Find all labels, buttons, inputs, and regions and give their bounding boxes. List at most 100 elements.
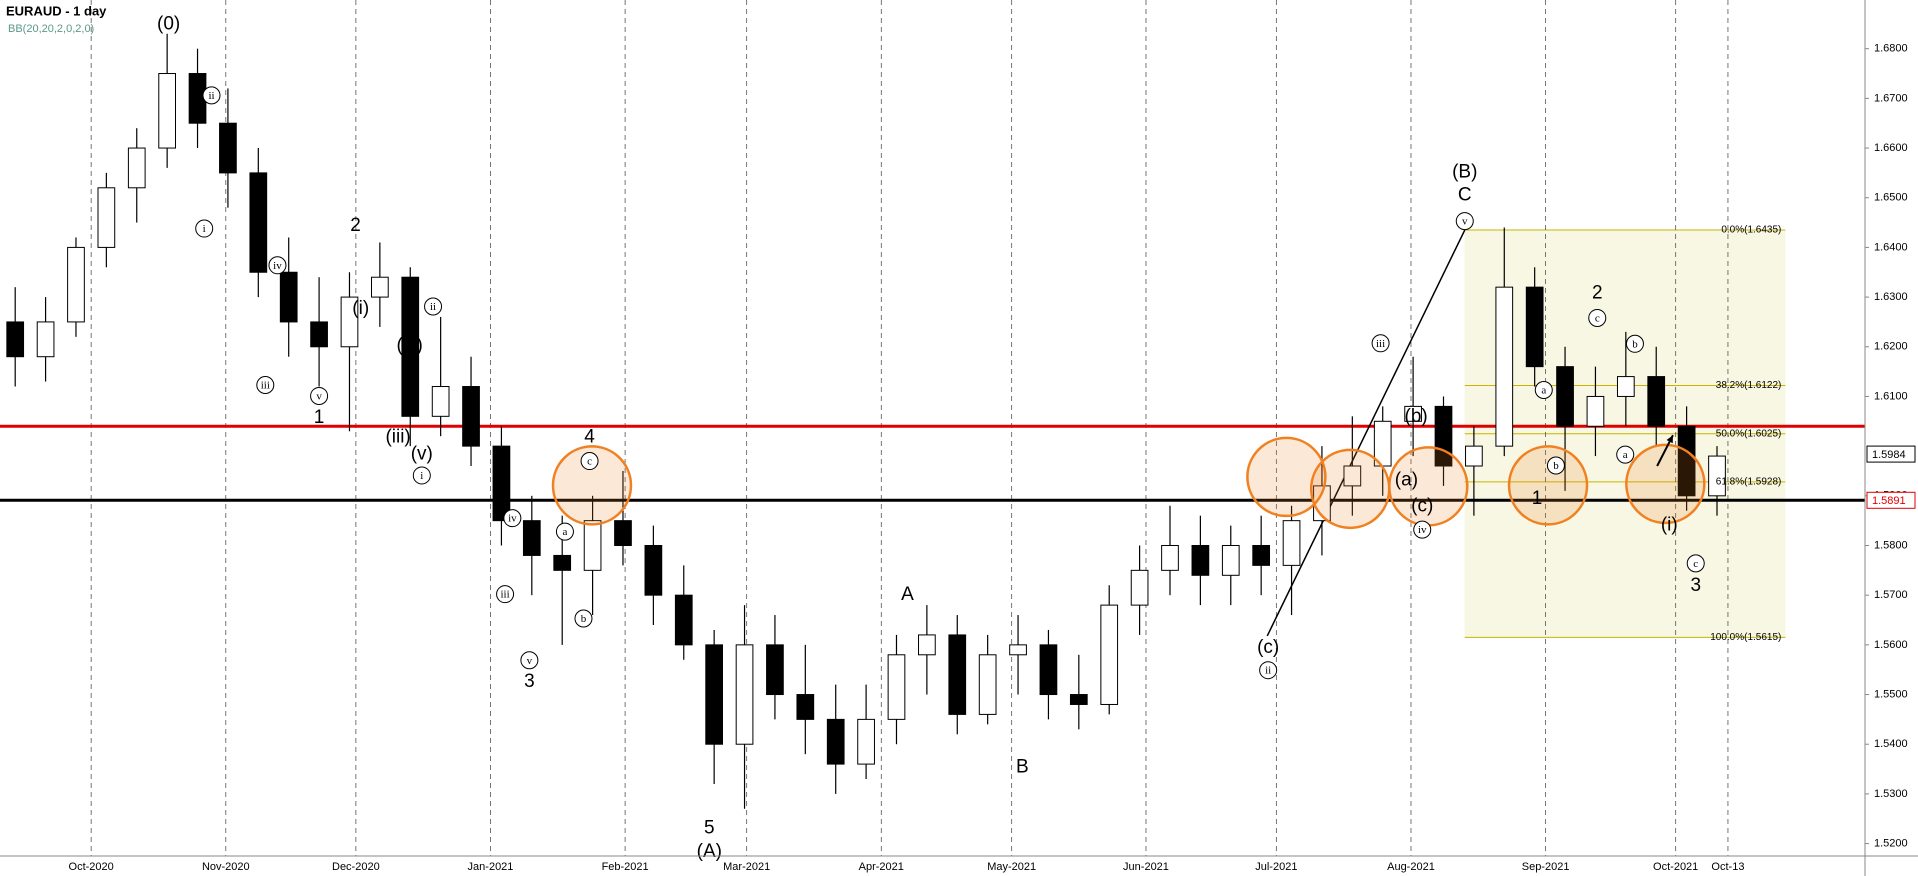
wave-label: (a)	[1395, 469, 1418, 490]
wave-label: (v)	[411, 444, 433, 465]
wave-circle	[268, 256, 287, 275]
wave-label: (0)	[157, 13, 180, 34]
wave-circle	[424, 297, 443, 316]
y-tick-label: 1.6300	[1874, 291, 1908, 303]
wave-circle	[1455, 212, 1474, 231]
wave-label: 2	[350, 215, 361, 236]
candle-body	[735, 644, 754, 745]
y-tick-label: 1.6200	[1874, 341, 1908, 353]
wave-circle	[580, 452, 599, 471]
wave-label: (B)	[1452, 161, 1477, 182]
arrow-head	[1666, 435, 1673, 444]
candle-body	[36, 321, 55, 358]
wave-label: a	[1541, 385, 1546, 397]
candle-body	[462, 386, 480, 447]
candle-body	[1009, 644, 1027, 656]
candle-body	[1556, 366, 1574, 427]
y-tick-label: 1.5400	[1874, 738, 1908, 750]
wave-label: iv	[508, 513, 517, 525]
candle-body	[431, 386, 450, 417]
wave-circle	[1588, 308, 1607, 327]
indicator-label: BB(20,20,2,0,2,0)	[8, 23, 94, 35]
candle-body	[826, 718, 845, 765]
candle-body	[644, 544, 663, 596]
wave-label: 5	[704, 818, 715, 839]
wave-label: iii	[261, 380, 270, 392]
wave-circle	[202, 86, 221, 105]
wave-label: ii	[430, 301, 436, 313]
wave-label: iv	[273, 260, 282, 272]
wave-circle	[1546, 456, 1565, 475]
candle-body	[340, 296, 359, 348]
candle-body	[6, 321, 25, 358]
candle-body	[1130, 569, 1149, 606]
candle-body	[1465, 445, 1483, 467]
wave-label: (i)	[352, 298, 369, 319]
candle-body	[371, 276, 389, 298]
wave-circle	[1686, 554, 1705, 573]
x-tick-label: Nov-2020	[202, 861, 250, 873]
x-tick-label: Oct-13	[1711, 861, 1744, 873]
candle-body	[1039, 644, 1058, 696]
highlight-circle	[1246, 436, 1327, 518]
wave-label: v	[1462, 216, 1468, 228]
wave-label: A	[901, 584, 914, 605]
candle-body	[796, 694, 815, 720]
x-tick-label: Oct-2021	[1653, 861, 1698, 873]
y-tick-label: 1.5800	[1874, 539, 1908, 551]
candle-body	[1525, 286, 1544, 368]
y-tick-label: 1.5600	[1874, 639, 1908, 651]
x-tick-label: Sep-2021	[1522, 861, 1570, 873]
candle-body	[705, 644, 724, 745]
y-tick-label: 1.6800	[1874, 43, 1908, 55]
front-layer: 0.0%(1.6435) 38.2%(1.6122) 50.0%(1.6025) 61…	[69, 13, 1916, 873]
highlight-circle	[1625, 443, 1706, 525]
wave-circle	[310, 386, 329, 405]
candle-body	[1191, 544, 1210, 576]
wave-label: 4	[584, 427, 595, 448]
wave-label: (b)	[1405, 406, 1428, 427]
x-tick-label: Jun-2021	[1123, 861, 1169, 873]
wave-circle	[412, 466, 431, 485]
highlight-circle	[1507, 445, 1589, 526]
highlight-circle	[551, 445, 633, 526]
candle-body	[918, 634, 936, 656]
wave-label: c	[1693, 558, 1698, 570]
x-tick-label: May-2021	[987, 861, 1036, 873]
candle-body	[1100, 604, 1119, 705]
wave-label: (A)	[697, 841, 722, 862]
wave-circle	[555, 522, 574, 541]
candle-body	[1161, 544, 1179, 571]
price-marker-label: 1.5891	[1872, 495, 1906, 507]
wave-label: 1	[314, 407, 325, 428]
wave-label: b	[581, 613, 587, 625]
y-tick-label: 1.5500	[1874, 688, 1908, 700]
candle-body	[401, 276, 420, 417]
wave-label: c	[587, 456, 592, 468]
wave-label: b	[1632, 338, 1638, 350]
candle-body	[1252, 544, 1271, 566]
candle-body	[97, 187, 116, 248]
candle-body	[279, 271, 298, 323]
candle-body	[553, 554, 572, 571]
fib-label: 38.2%(1.6122)	[1716, 380, 1782, 391]
wave-label: (c)	[1257, 637, 1279, 658]
x-tick-label: Feb-2021	[602, 861, 649, 873]
candle-body	[1221, 544, 1240, 576]
candle-body	[674, 594, 693, 646]
candle-body	[583, 520, 602, 571]
candle-body	[1343, 465, 1362, 487]
wave-circle	[503, 509, 522, 528]
candle-body	[1647, 376, 1666, 427]
candle-body	[219, 122, 237, 174]
wave-label: iii	[1376, 338, 1385, 350]
wave-label: 3	[1690, 575, 1701, 596]
mid-layer	[0, 33, 1865, 809]
wave-label: (c)	[1411, 495, 1433, 516]
wave-label: B	[1016, 757, 1029, 778]
wave-circle	[195, 219, 214, 238]
wave-label: ii	[1265, 665, 1271, 677]
x-tick-label: Jul-2021	[1255, 861, 1297, 873]
candle-body	[857, 718, 875, 765]
